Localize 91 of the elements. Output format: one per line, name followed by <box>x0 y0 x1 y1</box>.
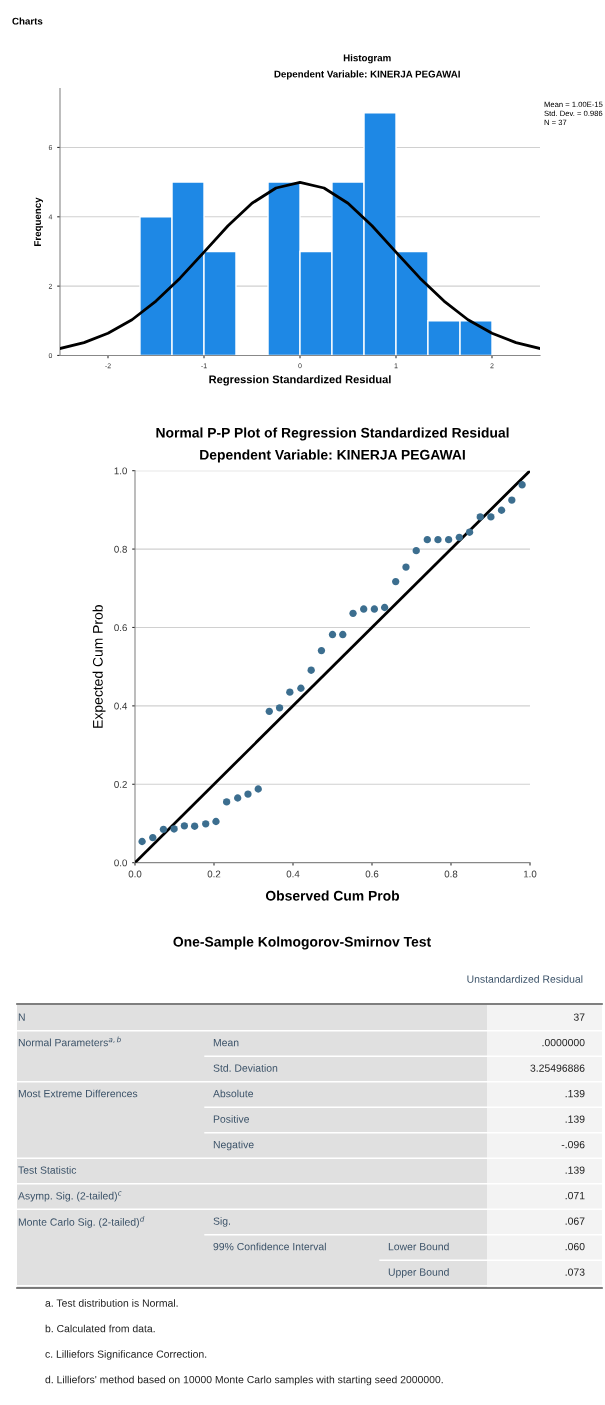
point <box>497 506 506 514</box>
text: Unstandardized Residual <box>467 975 583 983</box>
point <box>254 785 262 793</box>
text: Lower Bound <box>388 1242 449 1251</box>
point <box>392 577 400 586</box>
text: .0000000 <box>542 1038 585 1047</box>
text: Test Statistic <box>18 1166 77 1174</box>
point <box>297 684 305 692</box>
text: .060 <box>565 1242 585 1251</box>
text: Normal Parameters$^{a,b}$ <box>18 1036 121 1047</box>
point <box>275 704 284 712</box>
chart-title: Normal P-P Plot of Regression Standardized Residual <box>156 427 509 441</box>
y-tick-label: 1.0 <box>114 467 127 475</box>
text: .073 <box>565 1268 585 1276</box>
text: .067 <box>565 1217 585 1225</box>
x-tick-label: 0.6 <box>365 870 379 878</box>
text: N <box>18 1013 25 1021</box>
text: .071 <box>565 1191 585 1200</box>
point <box>265 707 273 716</box>
point <box>455 533 463 541</box>
text: 3.25496886 <box>530 1064 585 1072</box>
point <box>487 513 495 521</box>
text: .139 <box>565 1089 585 1098</box>
point <box>244 790 252 798</box>
text: Upper Bound <box>388 1268 449 1278</box>
chart-subtitle: Dependent Variable: KINERJA PEGAWAI <box>274 70 460 80</box>
point <box>202 820 210 828</box>
point <box>380 603 389 612</box>
point <box>444 535 453 544</box>
point <box>349 609 357 618</box>
point <box>370 605 379 613</box>
point <box>180 822 189 830</box>
x-tick-label: 1.0 <box>523 870 537 878</box>
point <box>518 481 526 489</box>
point <box>317 646 326 655</box>
x-axis-title: Observed Cum Prob <box>265 890 400 901</box>
text: .139 <box>565 1115 585 1123</box>
text: -.096 <box>561 1140 585 1149</box>
point <box>434 535 442 544</box>
x-tick-label: 0.8 <box>444 870 458 878</box>
point <box>190 822 199 830</box>
text: 37 <box>573 1013 585 1021</box>
y-tick-label: 0.0 <box>114 859 127 867</box>
text: a. Test distribution is Normal. <box>45 1299 178 1307</box>
point <box>423 535 431 544</box>
point <box>234 794 242 802</box>
point <box>170 825 178 833</box>
line-series <box>60 181 540 350</box>
point <box>328 630 337 639</box>
point <box>138 837 146 846</box>
text: Absolute <box>213 1089 254 1098</box>
x-axis-title: Regression Standardized Residual <box>209 375 391 386</box>
text: d. Lilliefors' method based on 10000 Monte Carlo samples with starting seed 2000000. <box>45 1375 443 1386</box>
point <box>222 798 231 806</box>
point <box>339 630 347 639</box>
point <box>402 563 410 571</box>
text: Asymp. Sig. (2-tailed)$^{c}$ <box>18 1191 122 1202</box>
x-tick-label: 0.0 <box>128 870 142 878</box>
text: Mean <box>213 1039 239 1047</box>
text: Charts <box>12 17 43 25</box>
point <box>476 513 484 521</box>
text: One-Sample Kolmogorov-Smirnov Test <box>173 936 431 950</box>
point <box>307 666 315 674</box>
y-tick-label: 0.4 <box>114 702 128 710</box>
y-tick-label: 0.6 <box>114 624 127 632</box>
point <box>360 605 368 613</box>
y-axis-title: Frequency <box>34 197 43 246</box>
text: Negative <box>213 1140 254 1151</box>
point <box>212 817 220 826</box>
point <box>159 825 168 834</box>
chart-title: Histogram <box>343 54 391 64</box>
text: .139 <box>565 1166 585 1174</box>
y-tick-label: 0.8 <box>114 545 127 553</box>
point <box>508 496 516 504</box>
chart-subtitle: Dependent Variable: KINERJA PEGAWAI <box>200 449 465 463</box>
text: Sig. <box>213 1217 230 1227</box>
text: 99% Confidence Interval <box>213 1242 326 1251</box>
point <box>412 546 420 555</box>
point <box>149 833 157 842</box>
text: Monte Carlo Sig. (2-tailed)$^{d}$ <box>18 1216 145 1228</box>
y-tick-label: 0.2 <box>114 781 127 788</box>
point <box>286 688 294 696</box>
x-tick-label: 0.2 <box>207 870 221 878</box>
text: Most Extreme Differences <box>18 1089 138 1098</box>
point <box>465 528 474 536</box>
x-tick-label: 0.4 <box>286 870 300 878</box>
text: c. Lilliefors Significance Correction. <box>45 1350 207 1360</box>
text: Positive <box>213 1115 250 1123</box>
text: Std. Deviation <box>213 1064 278 1072</box>
y-axis-title: Expected Cum Prob <box>92 605 106 728</box>
text: b. Calculated from data. <box>45 1324 155 1333</box>
